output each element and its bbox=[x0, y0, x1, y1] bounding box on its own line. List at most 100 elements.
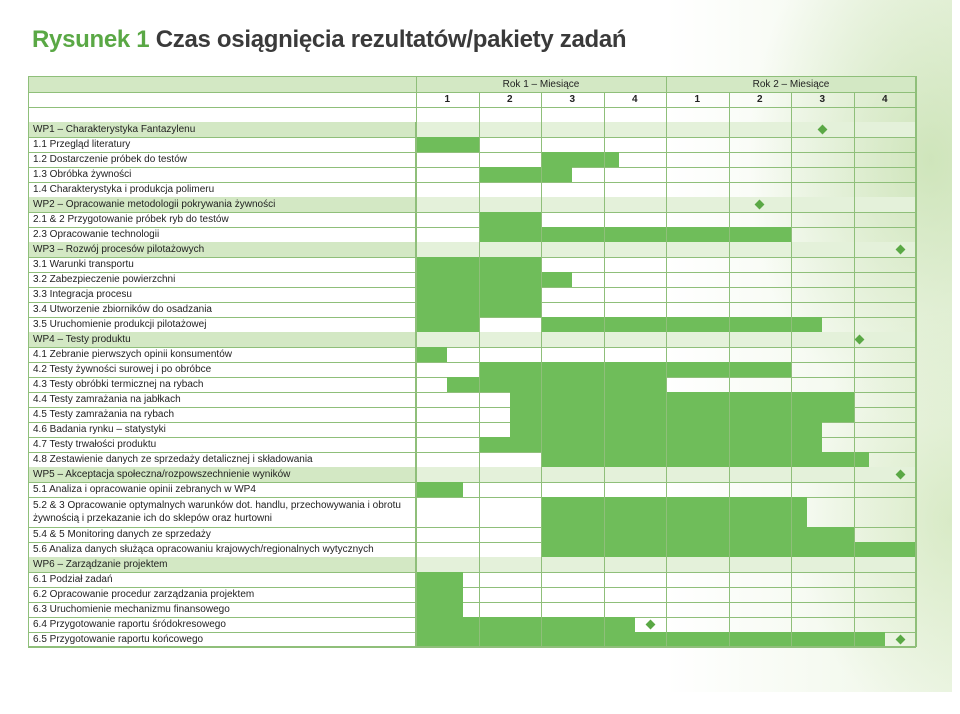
gantt-bar bbox=[478, 437, 823, 452]
task-label: 4.7 Testy trwałości produktu bbox=[28, 437, 416, 452]
month-header: 1 bbox=[444, 94, 451, 105]
task-label: 5.4 & 5 Monitoring danych ze sprzedaży bbox=[28, 527, 416, 542]
task-label: 1.2 Dostarczenie próbek do testów bbox=[28, 152, 416, 167]
year-header: Rok 2 – Miesiące bbox=[666, 76, 916, 92]
task-row: 6.2 Opracowanie procedur zarządzania pro… bbox=[28, 587, 916, 602]
task-row: 4.5 Testy zamrażania na rybach bbox=[28, 407, 916, 422]
task-label: 2.1 & 2 Przygotowanie próbek ryb do test… bbox=[28, 212, 416, 227]
gantt-bar bbox=[416, 572, 463, 587]
gantt-bar bbox=[416, 317, 479, 332]
grid-line bbox=[916, 76, 917, 647]
task-label: 4.4 Testy zamrażania na jabłkach bbox=[28, 392, 416, 407]
task-label: 4.6 Badania rynku – statystyki bbox=[28, 422, 416, 437]
grid-line bbox=[728, 92, 730, 647]
grid-line bbox=[28, 572, 916, 573]
grid-line bbox=[28, 392, 916, 393]
task-label: 4.5 Testy zamrażania na rybach bbox=[28, 407, 416, 422]
task-label: 2.3 Opracowanie technologii bbox=[28, 227, 416, 242]
gantt-bar bbox=[416, 587, 463, 602]
grid-line bbox=[28, 167, 916, 168]
task-row: 2.3 Opracowanie technologii bbox=[28, 227, 916, 242]
task-label: 6.2 Opracowanie procedur zarządzania pro… bbox=[28, 587, 416, 602]
gantt-bar bbox=[447, 377, 666, 392]
work-package-label: WP5 – Akceptacja społeczna/rozpowszechni… bbox=[28, 467, 416, 482]
work-package-label: WP1 – Charakterystyka Fantazylenu bbox=[28, 122, 416, 137]
grid-line bbox=[791, 92, 792, 647]
gantt-bar bbox=[541, 497, 807, 527]
work-package-label: WP4 – Testy produktu bbox=[28, 332, 416, 347]
grid-line bbox=[28, 602, 916, 603]
task-label: 3.5 Uruchomienie produkcji pilotażowej bbox=[28, 317, 416, 332]
task-label: 3.4 Utworzenie zbiorników do osadzania bbox=[28, 302, 416, 317]
work-package-row: WP3 – Rozwój procesów pilotażowych bbox=[28, 242, 916, 257]
gantt-bar bbox=[416, 602, 463, 617]
work-package-label: WP6 – Zarządzanie projektem bbox=[28, 557, 416, 572]
work-package-row: WP4 – Testy produktu bbox=[28, 332, 916, 347]
grid-line bbox=[28, 362, 916, 363]
month-header: 1 bbox=[694, 94, 701, 105]
task-label: 6.3 Uruchomienie mechanizmu finansowego bbox=[28, 602, 416, 617]
month-header: 2 bbox=[506, 94, 513, 105]
gantt-frame bbox=[28, 76, 916, 647]
task-row: 6.1 Podział zadań bbox=[28, 572, 916, 587]
task-label: 4.2 Testy żywności surowej i po obróbce bbox=[28, 362, 416, 377]
gantt-bar bbox=[416, 482, 463, 497]
header-label-cell bbox=[28, 76, 416, 92]
gantt-bar bbox=[478, 212, 541, 227]
task-row: 4.1 Zebranie pierwszych opinii konsument… bbox=[28, 347, 916, 362]
month-header: 4 bbox=[881, 94, 888, 105]
gantt-bar bbox=[478, 362, 791, 377]
task-label: 4.1 Zebranie pierwszych opinii konsument… bbox=[28, 347, 416, 362]
gantt-bar bbox=[541, 152, 620, 167]
grid-line bbox=[28, 212, 916, 213]
task-label: 3.1 Warunki transportu bbox=[28, 257, 416, 272]
task-label: 1.1 Przegląd literatury bbox=[28, 137, 416, 152]
gantt-bar bbox=[416, 347, 448, 362]
grid-line bbox=[28, 527, 916, 528]
grid-line bbox=[28, 647, 916, 648]
task-label: 3.3 Integracja procesu bbox=[28, 287, 416, 302]
task-row: 1.2 Dostarczenie próbek do testów bbox=[28, 152, 916, 167]
gantt-bar bbox=[509, 392, 854, 407]
task-row: 5.4 & 5 Monitoring danych ze sprzedaży bbox=[28, 527, 916, 542]
grid-line bbox=[28, 587, 916, 588]
gantt-bar bbox=[416, 632, 885, 647]
task-label: 1.3 Obróbka żywności bbox=[28, 167, 416, 182]
task-row: 4.3 Testy obróbki termicznej na rybach bbox=[28, 377, 916, 392]
grid-line bbox=[603, 92, 605, 647]
gantt-bar bbox=[541, 527, 854, 542]
task-row: 3.2 Zabezpieczenie powierzchni bbox=[28, 272, 916, 287]
grid-line bbox=[541, 92, 542, 647]
grid-line bbox=[28, 182, 916, 183]
work-package-label: WP2 – Opracowanie metodologii pokrywania… bbox=[28, 197, 416, 212]
month-header: 3 bbox=[819, 94, 826, 105]
grid-line bbox=[28, 107, 916, 108]
task-row: 6.5 Przygotowanie raportu końcowego bbox=[28, 632, 916, 647]
grid-line bbox=[28, 227, 916, 228]
gantt-bar bbox=[541, 452, 870, 467]
work-package-row: WP5 – Akceptacja społeczna/rozpowszechni… bbox=[28, 467, 916, 482]
grid-line bbox=[28, 347, 916, 348]
task-label: 5.1 Analiza i opracowanie opinii zebrany… bbox=[28, 482, 416, 497]
month-header: 3 bbox=[569, 94, 576, 105]
work-package-label: WP3 – Rozwój procesów pilotażowych bbox=[28, 242, 416, 257]
grid-line bbox=[666, 76, 667, 647]
task-row: 5.2 & 3 Opracowanie optymalnych warunków… bbox=[28, 497, 916, 527]
gantt-chart: Rok 1 – Miesiące 1 2 3 4 Rok 2 – Miesiące 1 2 3 4… bbox=[28, 76, 917, 648]
grid-line bbox=[853, 92, 855, 647]
figure-title: Rysunek 1 Czas osiągnięcia rezultatów/pa… bbox=[32, 26, 627, 54]
task-row: 4.4 Testy zamrażania na jabłkach bbox=[28, 392, 916, 407]
grid-line bbox=[416, 76, 417, 647]
grid-line bbox=[28, 437, 916, 438]
task-label: 5.6 Analiza danych służąca opracowaniu k… bbox=[28, 542, 416, 557]
task-row: 4.7 Testy trwałości produktu bbox=[28, 437, 916, 452]
grid-line bbox=[28, 422, 916, 423]
grid-line bbox=[28, 497, 916, 498]
task-label: 4.8 Zestawienie danych ze sprzedaży deta… bbox=[28, 452, 416, 467]
task-row: 2.1 & 2 Przygotowanie próbek ryb do test… bbox=[28, 212, 916, 227]
grid-line bbox=[28, 92, 916, 93]
grid-line bbox=[28, 542, 916, 543]
task-row: 4.8 Zestawienie danych ze sprzedaży deta… bbox=[28, 452, 916, 467]
gantt-bar bbox=[509, 407, 854, 422]
task-label: 1.4 Charakterystyka i produkcja polimeru bbox=[28, 182, 416, 197]
